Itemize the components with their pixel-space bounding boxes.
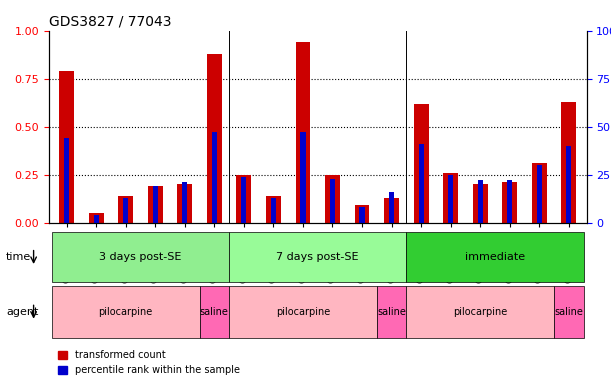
Bar [448, 175, 453, 223]
Bar [502, 182, 517, 223]
Bar [271, 198, 276, 223]
Text: GDS3827 / 77043: GDS3827 / 77043 [49, 14, 171, 28]
Bar [384, 198, 399, 223]
Bar [536, 165, 542, 223]
Bar [443, 173, 458, 223]
Bar [562, 102, 576, 223]
Text: saline: saline [554, 307, 584, 317]
Text: pilocarpine: pilocarpine [453, 307, 507, 317]
Bar [473, 184, 488, 223]
Bar [325, 175, 340, 223]
Text: pilocarpine: pilocarpine [276, 307, 330, 317]
Bar [359, 207, 365, 223]
Text: immediate: immediate [465, 252, 525, 262]
Bar [414, 104, 428, 223]
Bar [119, 196, 133, 223]
Bar [241, 177, 246, 223]
Bar [266, 196, 281, 223]
Bar [301, 132, 306, 223]
Bar [532, 163, 547, 223]
Bar [153, 186, 158, 223]
Bar [330, 179, 335, 223]
Bar [389, 192, 394, 223]
Bar [59, 71, 74, 223]
Bar [93, 215, 99, 223]
Bar [123, 198, 128, 223]
Bar [177, 184, 192, 223]
Bar [207, 54, 222, 223]
Text: agent: agent [6, 307, 38, 317]
Bar [89, 213, 103, 223]
Bar [566, 146, 571, 223]
Bar [507, 180, 513, 223]
Bar [182, 182, 188, 223]
Bar [236, 175, 251, 223]
Bar [296, 42, 310, 223]
Text: 7 days post-SE: 7 days post-SE [276, 252, 359, 262]
Bar [354, 205, 370, 223]
Bar [212, 132, 217, 223]
Text: time: time [6, 252, 31, 262]
Bar [148, 186, 163, 223]
Text: pilocarpine: pilocarpine [98, 307, 153, 317]
Bar [419, 144, 423, 223]
Bar [478, 180, 483, 223]
Text: 3 days post-SE: 3 days post-SE [99, 252, 181, 262]
Legend: transformed count, percentile rank within the sample: transformed count, percentile rank withi… [54, 346, 244, 379]
Text: saline: saline [377, 307, 406, 317]
Text: saline: saline [200, 307, 229, 317]
Bar [64, 138, 69, 223]
